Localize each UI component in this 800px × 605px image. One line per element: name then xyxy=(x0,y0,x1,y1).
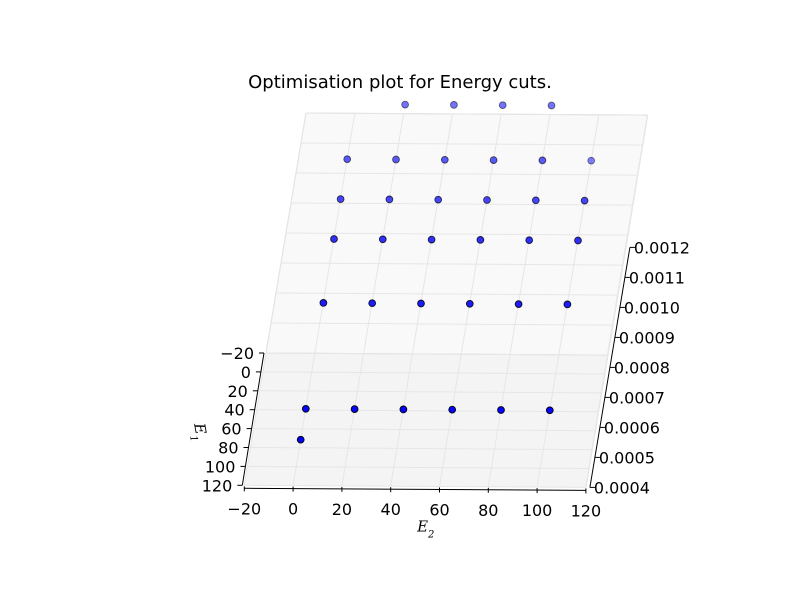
grid-line xyxy=(305,112,648,116)
data-point xyxy=(336,195,345,203)
data-point xyxy=(368,299,377,308)
data-point xyxy=(448,405,457,414)
data-point xyxy=(301,404,310,413)
grid-line xyxy=(247,465,590,469)
y-tick-label: 100 xyxy=(205,457,236,476)
data-points xyxy=(296,100,596,444)
data-point xyxy=(563,300,572,309)
x-tick-label: −20 xyxy=(227,499,261,518)
data-point xyxy=(547,101,556,110)
grid-line xyxy=(244,484,586,488)
axis-lines xyxy=(237,246,635,494)
data-point xyxy=(525,236,534,245)
data-point xyxy=(574,236,582,245)
y-axis-label: E1 xyxy=(186,421,211,443)
grid-line xyxy=(439,354,462,487)
x-axis-label: E2 xyxy=(416,517,434,540)
grid-line xyxy=(487,354,511,487)
data-point xyxy=(514,300,523,308)
x-tick-label: 20 xyxy=(332,500,352,519)
data-point xyxy=(399,405,408,414)
z-tick-label: 0.0012 xyxy=(634,238,690,257)
z-tick-label: 0.0008 xyxy=(614,358,670,377)
x-tick-label: 100 xyxy=(522,501,553,520)
data-point xyxy=(296,435,305,444)
z-tick-label: 0.0010 xyxy=(624,298,680,317)
data-point xyxy=(401,100,409,109)
z-tick-label: 0.0004 xyxy=(594,478,650,497)
data-point xyxy=(440,155,449,164)
x-tick-label: 40 xyxy=(381,500,401,519)
grid-line xyxy=(625,115,649,248)
x-tick-label: 120 xyxy=(571,501,602,520)
y-tick-label: −20 xyxy=(220,344,254,363)
x-tick-label: 60 xyxy=(429,501,449,520)
grid-line xyxy=(292,353,316,486)
data-point xyxy=(531,196,540,205)
data-point xyxy=(378,235,387,244)
x-axis-line xyxy=(244,487,586,491)
data-point xyxy=(434,195,443,204)
grid-line xyxy=(256,409,599,413)
z-tick-label: 0.0005 xyxy=(599,448,655,467)
y-tick-label: 40 xyxy=(224,401,244,420)
y-tick-label: 120 xyxy=(202,476,233,495)
z-tick-label: 0.0007 xyxy=(609,388,665,407)
axis-panes xyxy=(244,112,649,488)
y-tick-label: 20 xyxy=(227,382,247,401)
y-tick-label: 80 xyxy=(218,439,238,458)
z-tick-label: 0.0006 xyxy=(604,418,660,437)
y-tick-label: 0 xyxy=(241,363,251,382)
grid-line xyxy=(285,232,628,236)
grid-line xyxy=(536,354,560,488)
grid-line xyxy=(265,352,608,356)
x-tick-label: 0 xyxy=(288,500,298,519)
grid-line xyxy=(390,353,413,487)
y-tick-label: 60 xyxy=(221,420,241,439)
grid-line xyxy=(243,352,267,486)
grid-line xyxy=(262,371,605,375)
data-point xyxy=(538,156,547,165)
data-point xyxy=(587,156,596,165)
grid-line xyxy=(280,262,623,266)
x-tick-label: 80 xyxy=(478,501,498,520)
z-tick-label: 0.0009 xyxy=(619,328,675,347)
data-point xyxy=(350,405,359,413)
data-point xyxy=(545,406,554,415)
data-point xyxy=(483,196,491,204)
z-tick-label: 0.0011 xyxy=(629,268,685,287)
data-point xyxy=(417,299,425,308)
data-point xyxy=(580,196,589,205)
data-point xyxy=(319,299,328,307)
floor-pane xyxy=(244,353,608,488)
data-point xyxy=(385,195,394,204)
y-axis-line xyxy=(241,352,265,486)
grid-line xyxy=(270,322,613,326)
data-point xyxy=(497,406,505,414)
data-point xyxy=(489,156,498,164)
data-point xyxy=(427,235,436,244)
chart-title: Optimisation plot for Energy cuts. xyxy=(248,72,552,93)
data-point xyxy=(450,101,458,109)
grid-line xyxy=(250,447,593,451)
grid-lines xyxy=(243,112,649,488)
grid-line xyxy=(253,428,596,432)
data-point xyxy=(392,155,400,164)
data-point xyxy=(343,155,352,164)
data-point xyxy=(465,299,474,308)
data-point xyxy=(498,101,507,110)
grid-line xyxy=(275,292,618,296)
grid-line xyxy=(259,390,602,394)
data-point xyxy=(476,236,485,244)
grid-line xyxy=(300,142,643,146)
grid-line xyxy=(290,202,633,206)
grid-line xyxy=(295,172,638,176)
grid-line xyxy=(341,353,365,486)
data-point xyxy=(330,235,338,243)
